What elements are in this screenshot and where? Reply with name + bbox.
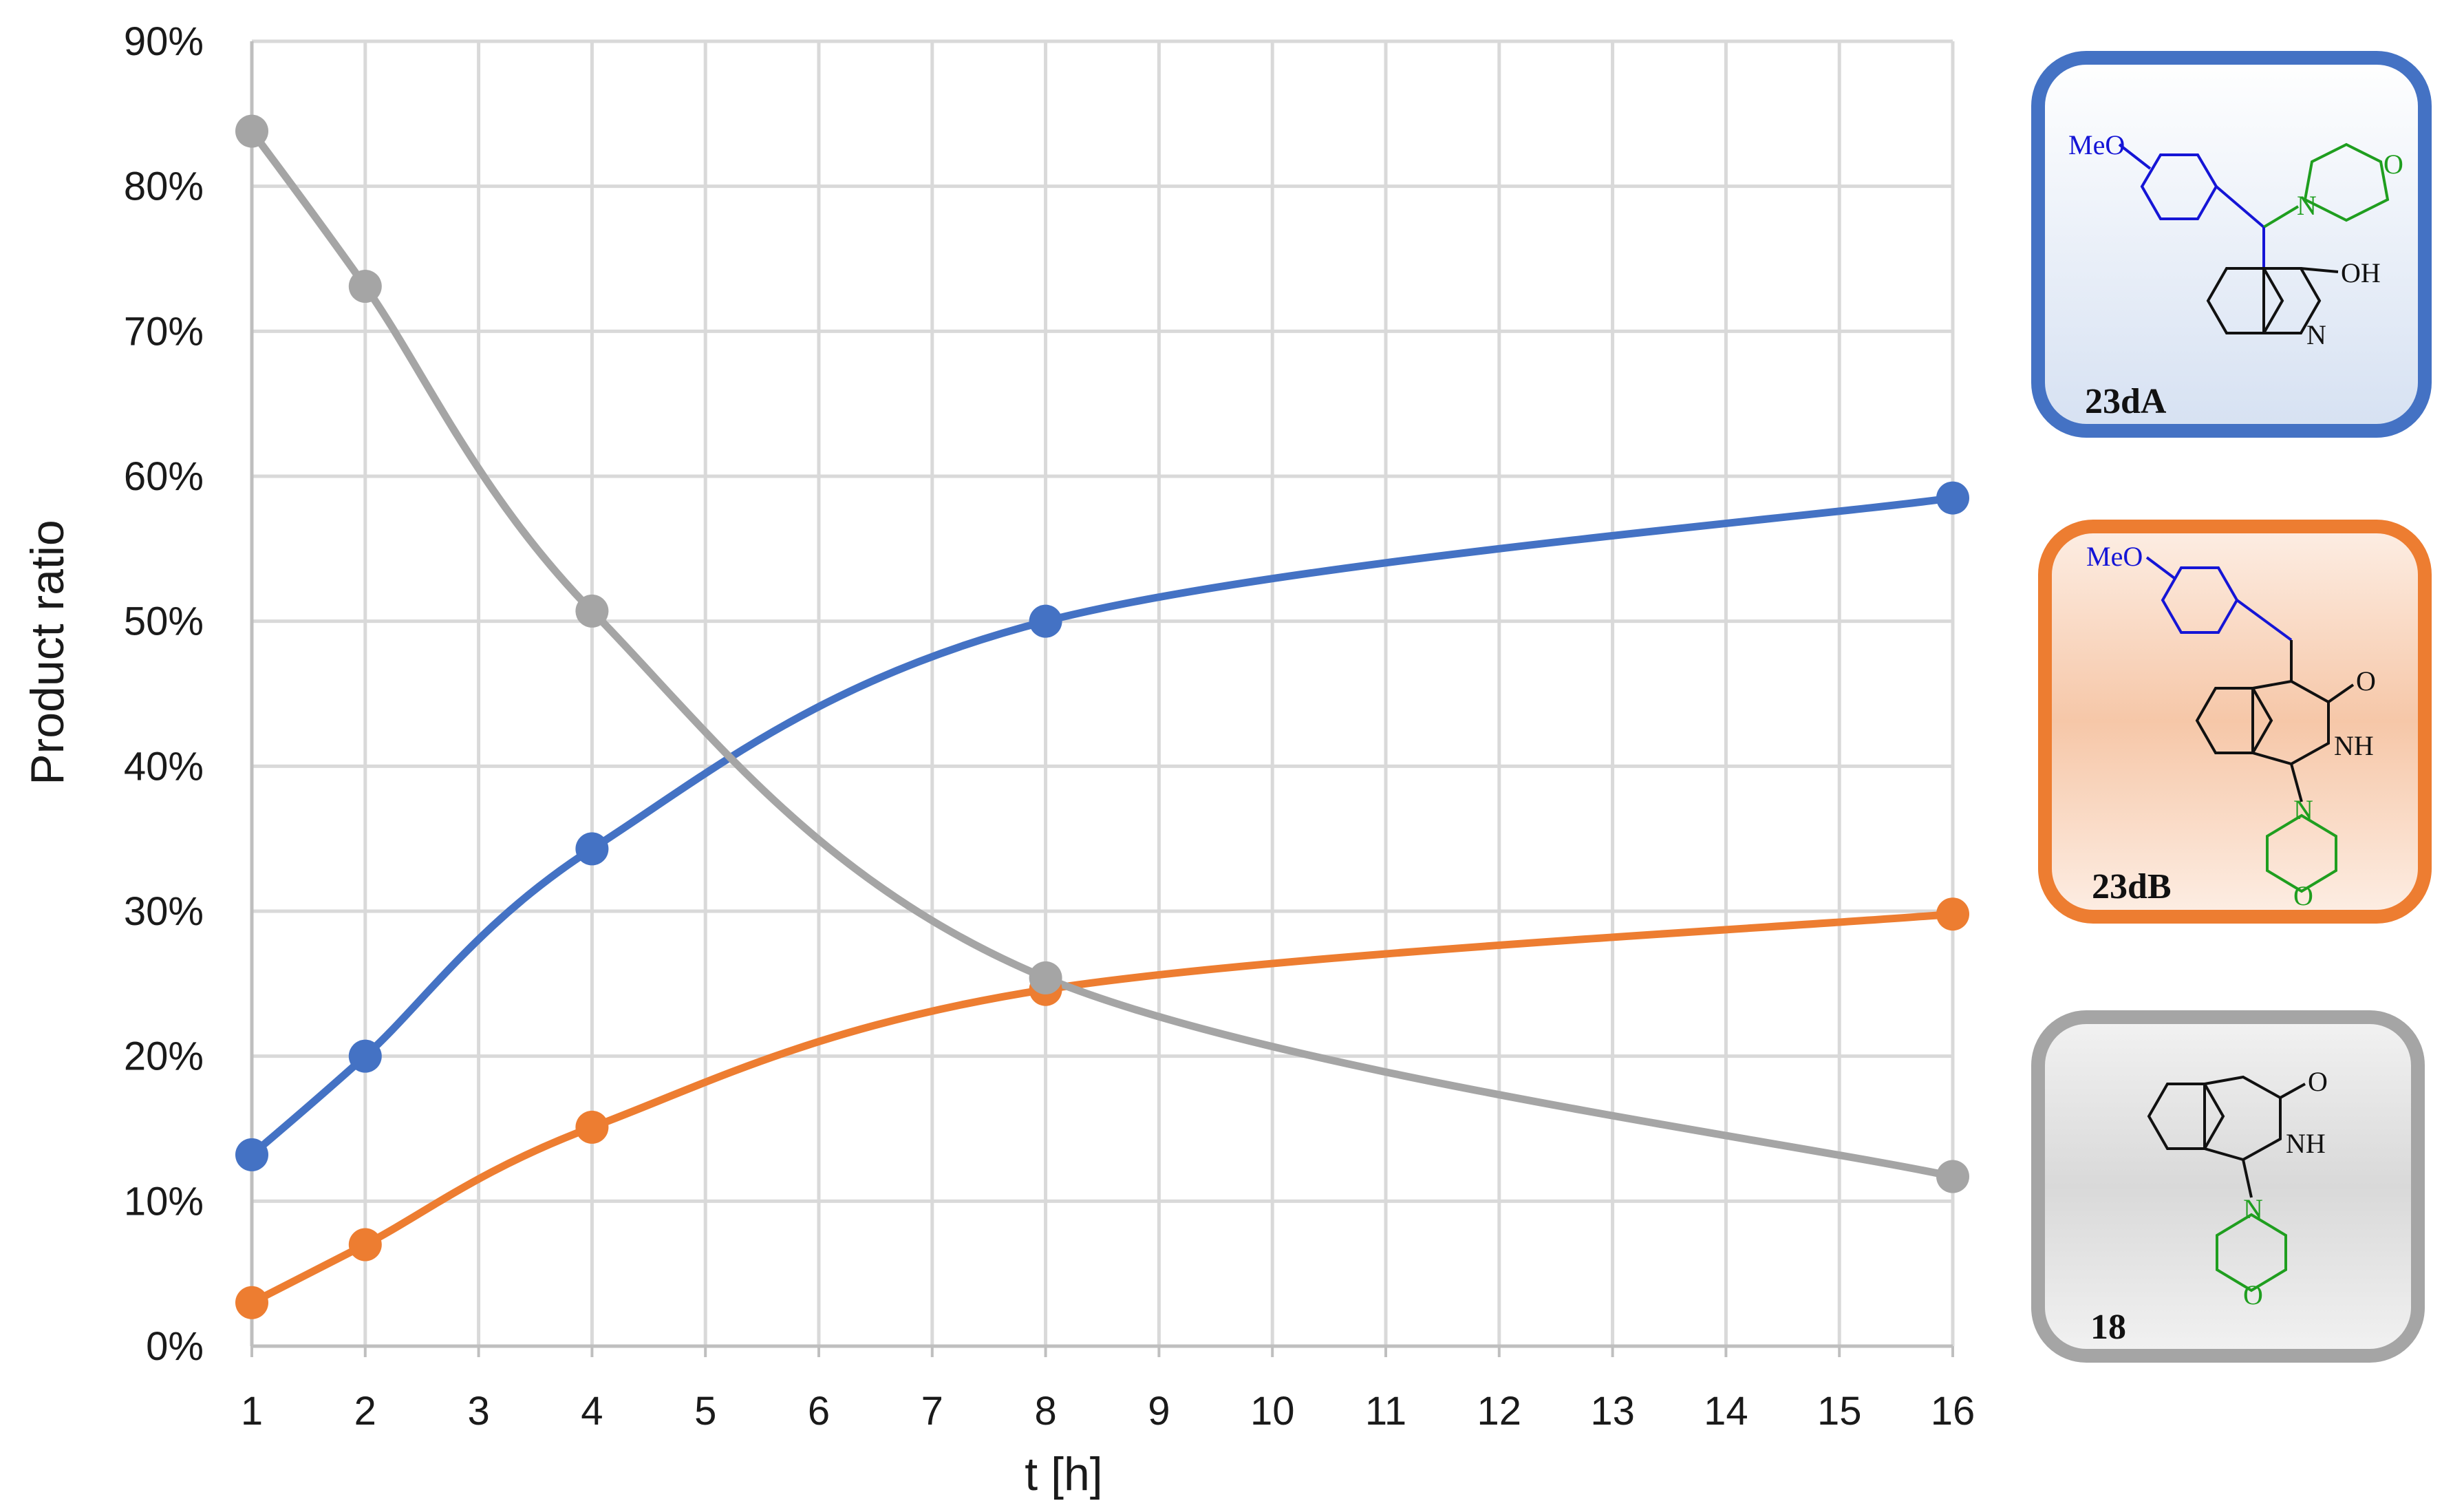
data-point-18	[575, 594, 609, 628]
legend-label-23dB: 23dB	[2092, 867, 2172, 906]
atom-label: N	[2293, 794, 2313, 825]
atom-label: NH	[2334, 730, 2374, 761]
x-tick-label: 11	[1365, 1389, 1406, 1434]
x-tick-labels: 1 2 3 4 5 6 7 8 9 10 11 12 13 14 15 16	[241, 1389, 1975, 1434]
morpholine-ring	[2216, 1213, 2287, 1292]
x-tick-label: 5	[694, 1389, 716, 1434]
legend-box-23dB	[2038, 520, 2432, 924]
y-tick-label: 20%	[124, 1034, 204, 1079]
y-tick-label: 50%	[124, 599, 204, 644]
data-point-23dA	[235, 1138, 268, 1171]
legend-label-18: 18	[2090, 1308, 2126, 1347]
series-line-18	[248, 127, 1957, 1181]
bond	[2145, 556, 2176, 579]
legend-label-23dA: 23dA	[2085, 382, 2167, 421]
legend-box-23dA	[2031, 51, 2432, 438]
morpholine-ring	[2266, 813, 2337, 893]
data-point-23dB	[348, 1228, 382, 1261]
y-tick-label: 10%	[124, 1179, 204, 1224]
data-point-23dB	[575, 1110, 609, 1144]
y-tick-labels: 0% 10% 20% 30% 40% 50% 60% 70% 80% 90%	[124, 19, 204, 1369]
legend-box-18	[2031, 1010, 2425, 1363]
legend-item-23dB: MeO O NH N O 23dB	[2038, 520, 2432, 924]
data-point-23dB	[1936, 897, 1969, 931]
bond	[2290, 763, 2303, 802]
x-axis-label: t [h]	[1025, 1448, 1102, 1500]
atom-label: O	[2293, 880, 2313, 911]
methoxyphenyl-ring	[2140, 153, 2218, 220]
x-tick-label: 9	[1148, 1389, 1170, 1434]
bond	[2262, 205, 2300, 228]
data-point-23dB	[235, 1286, 268, 1319]
bond	[2215, 185, 2265, 228]
x-tick-label: 8	[1034, 1389, 1056, 1434]
bond	[2118, 143, 2152, 170]
y-tick-label: 0%	[146, 1324, 204, 1369]
atom-label: NH	[2286, 1128, 2326, 1159]
x-tick-label: 4	[581, 1389, 603, 1434]
y-tick-label: 90%	[124, 19, 204, 64]
x-tick-label: 13	[1590, 1389, 1635, 1434]
x-tick-label: 16	[1931, 1389, 1975, 1434]
legend-item-23dA: MeO N O OH N 23dA	[2031, 51, 2432, 438]
atom-label: OH	[2341, 257, 2381, 288]
data-point-23dA	[348, 1039, 382, 1073]
data-point-23dA	[1029, 604, 1062, 638]
isoquinoline-ring-b	[2262, 267, 2322, 334]
atom-label: MeO	[2068, 129, 2125, 160]
bond	[2327, 683, 2355, 703]
morpholine-ring	[2303, 142, 2390, 222]
plot-grid	[252, 39, 1955, 1346]
data-point-18	[1029, 961, 1062, 994]
y-tick-label: 80%	[124, 164, 204, 209]
x-tick-label: 15	[1817, 1389, 1862, 1434]
bond	[2236, 599, 2293, 641]
bond	[2242, 1159, 2253, 1198]
structure-23dB	[2145, 556, 2355, 893]
x-tick-label: 10	[1250, 1389, 1295, 1434]
atom-label: MeO	[2086, 541, 2143, 572]
bond	[2280, 1083, 2306, 1099]
structure-23dA	[2118, 142, 2390, 334]
data-point-18	[348, 270, 382, 304]
data-point-18	[1936, 1160, 1969, 1193]
methoxyphenyl-ring	[2161, 566, 2239, 634]
x-tick-label: 7	[921, 1389, 943, 1434]
atom-label: O	[2243, 1279, 2263, 1310]
y-tick-label: 60%	[124, 454, 204, 499]
atom-label: N	[2297, 190, 2317, 221]
atom-label: O	[2383, 149, 2403, 180]
atom-label: N	[2306, 319, 2326, 350]
tetrahydroisoquinoline-ring-b	[2203, 1075, 2282, 1162]
x-tick-label: 1	[241, 1389, 263, 1434]
x-tick-label: 12	[1477, 1389, 1522, 1434]
x-tick-label: 14	[1704, 1389, 1748, 1434]
y-tick-label: 40%	[124, 744, 204, 789]
structure-18	[2147, 1075, 2306, 1292]
bond	[2300, 267, 2339, 273]
data-point-23dA	[1936, 481, 1969, 515]
y-tick-label: 70%	[124, 309, 204, 354]
plot-axes	[250, 41, 1954, 1357]
series-line-23dB	[248, 910, 1957, 1307]
data-point-23dA	[575, 832, 609, 866]
atom-label: O	[2308, 1066, 2328, 1097]
y-tick-label: 30%	[124, 889, 204, 934]
series-lines	[235, 114, 1969, 1319]
atom-label: N	[2243, 1193, 2263, 1224]
data-point-18	[235, 114, 268, 148]
legend-item-18: O NH N O 18	[2031, 1010, 2425, 1363]
x-tick-label: 3	[467, 1389, 489, 1434]
x-tick-label: 6	[808, 1389, 830, 1434]
tetrahydroisoquinoline-ring-b	[2251, 679, 2330, 766]
y-axis-label: Product ratio	[21, 520, 74, 785]
atom-label: O	[2356, 666, 2376, 696]
x-tick-label: 2	[354, 1389, 376, 1434]
